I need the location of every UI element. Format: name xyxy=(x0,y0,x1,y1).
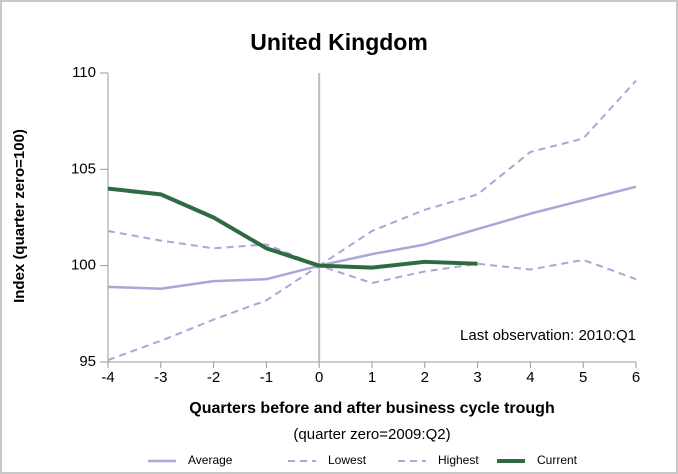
x-tick-label: 6 xyxy=(632,369,640,386)
x-tick-label: -2 xyxy=(207,369,220,386)
legend-label: Current xyxy=(537,453,578,467)
series-line xyxy=(107,186,478,270)
legend-label: Lowest xyxy=(328,453,367,467)
x-tick-label: -3 xyxy=(154,369,167,386)
subtitle: (quarter zero=2009:Q2) xyxy=(293,426,450,443)
series-line xyxy=(107,258,637,362)
x-axis-label: Quarters before and after business cycle… xyxy=(189,400,554,417)
y-tick-label: 110 xyxy=(72,64,96,81)
legend-label: Highest xyxy=(438,453,479,467)
y-tick-label: 105 xyxy=(71,160,96,177)
legend-label: Average xyxy=(188,453,233,467)
x-tick-label: 4 xyxy=(526,369,534,386)
x-tick-label: -1 xyxy=(260,369,273,386)
y-tick-label: 95 xyxy=(79,353,96,370)
x-tick-label: 0 xyxy=(315,369,323,386)
x-tick-label: 5 xyxy=(579,369,587,386)
series-line xyxy=(107,80,637,267)
chart-title: United Kingdom xyxy=(250,29,428,55)
y-axis-label: Index (quarter zero=100) xyxy=(11,129,28,303)
y-tick-label: 100 xyxy=(71,257,96,274)
x-tick-label: -4 xyxy=(101,369,114,386)
x-tick-label: 1 xyxy=(368,369,376,386)
x-tick-label: 2 xyxy=(421,369,429,386)
annotation: Last observation: 2010:Q1 xyxy=(460,327,636,344)
x-tick-label: 3 xyxy=(473,369,481,386)
series-line xyxy=(107,185,637,291)
